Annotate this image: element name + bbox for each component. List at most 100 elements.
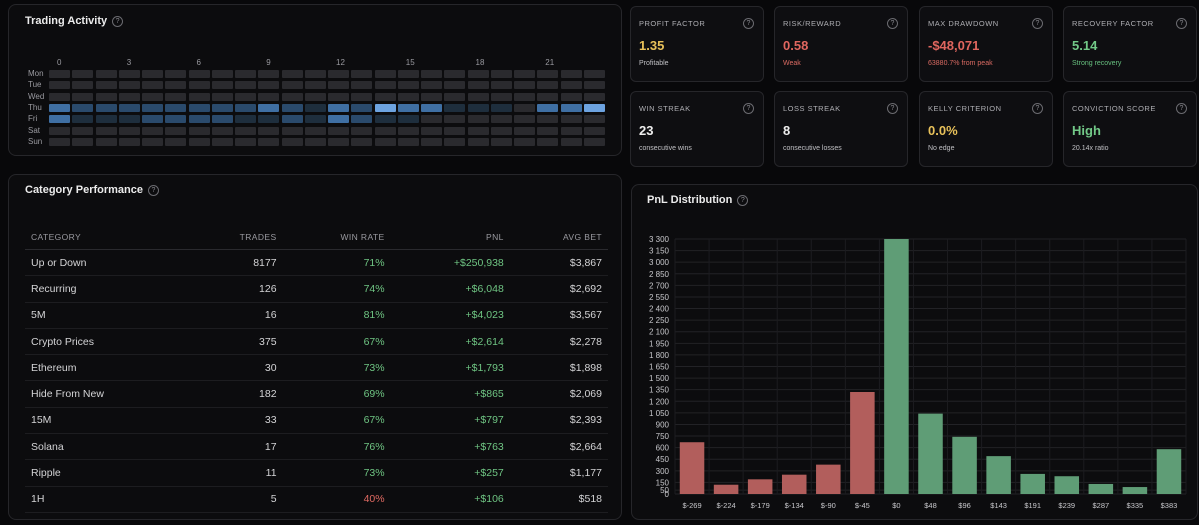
heatmap-cell[interactable] <box>467 103 489 112</box>
heatmap-cell[interactable] <box>583 103 605 112</box>
heatmap-cell[interactable] <box>421 126 442 135</box>
heatmap-cell[interactable] <box>490 103 512 112</box>
heatmap-cell[interactable] <box>421 103 442 112</box>
heatmap-cell[interactable] <box>328 81 349 90</box>
heatmap-cell[interactable] <box>374 137 396 146</box>
heatmap-cell[interactable] <box>72 137 94 146</box>
heatmap-cell[interactable] <box>258 126 280 135</box>
heatmap-cell[interactable] <box>258 92 280 101</box>
heatmap-cell[interactable] <box>165 70 187 78</box>
heatmap-cell[interactable] <box>560 137 582 146</box>
table-row[interactable]: Recurring 126 74% +$6,048 $2,692 <box>25 275 608 303</box>
heatmap-cell[interactable] <box>444 126 466 135</box>
heatmap-cell[interactable] <box>351 115 373 124</box>
heatmap-cell[interactable] <box>583 81 605 90</box>
heatmap-cell[interactable] <box>49 81 70 90</box>
heatmap-cell[interactable] <box>72 92 94 101</box>
heatmap-cell[interactable] <box>142 92 163 101</box>
heatmap-cell[interactable] <box>72 115 94 124</box>
heatmap-cell[interactable] <box>165 103 187 112</box>
heatmap-cell[interactable] <box>514 115 535 124</box>
help-icon[interactable]: ? <box>887 18 898 29</box>
heatmap-cell[interactable] <box>374 126 396 135</box>
heatmap-cell[interactable] <box>351 92 373 101</box>
heatmap-cell[interactable] <box>444 70 466 78</box>
heatmap-cell[interactable] <box>95 81 117 90</box>
heatmap-cell[interactable] <box>328 115 349 124</box>
heatmap-cell[interactable] <box>72 103 94 112</box>
heatmap-cell[interactable] <box>142 81 163 90</box>
heatmap-cell[interactable] <box>49 103 70 112</box>
heatmap-cell[interactable] <box>467 70 489 78</box>
heatmap-cell[interactable] <box>560 81 582 90</box>
heatmap-cell[interactable] <box>235 81 256 90</box>
heatmap-cell[interactable] <box>490 137 512 146</box>
heatmap-cell[interactable] <box>397 115 419 124</box>
help-icon[interactable]: ? <box>112 15 124 27</box>
heatmap-cell[interactable] <box>514 92 535 101</box>
heatmap-cell[interactable] <box>374 70 396 78</box>
heatmap-cell[interactable] <box>583 137 605 146</box>
heatmap-cell[interactable] <box>467 137 489 146</box>
heatmap-cell[interactable] <box>583 115 605 124</box>
heatmap-cell[interactable] <box>258 115 280 124</box>
heatmap-cell[interactable] <box>95 92 117 101</box>
bar[interactable] <box>884 239 909 494</box>
heatmap-cell[interactable] <box>421 81 442 90</box>
heatmap-cell[interactable] <box>374 115 396 124</box>
heatmap-cell[interactable] <box>537 126 559 135</box>
heatmap-cell[interactable] <box>118 70 140 78</box>
heatmap-cell[interactable] <box>142 137 163 146</box>
bar[interactable] <box>1020 473 1045 494</box>
heatmap-cell[interactable] <box>95 137 117 146</box>
heatmap-cell[interactable] <box>118 115 140 124</box>
help-icon[interactable]: ? <box>887 103 898 114</box>
heatmap-cell[interactable] <box>211 115 233 124</box>
heatmap-cell[interactable] <box>444 115 466 124</box>
heatmap-cell[interactable] <box>351 70 373 78</box>
table-row[interactable]: Up or Down 8177 71% +$250,938 $3,867 <box>25 249 608 277</box>
heatmap-cell[interactable] <box>72 81 94 90</box>
col-category[interactable]: CATEGORY <box>25 225 189 250</box>
heatmap-cell[interactable] <box>351 137 373 146</box>
help-icon[interactable]: ? <box>1176 18 1187 29</box>
heatmap-cell[interactable] <box>490 70 512 78</box>
heatmap-cell[interactable] <box>467 126 489 135</box>
bar[interactable] <box>1156 449 1182 494</box>
table-row[interactable]: Hide From New 182 69% +$865 $2,069 <box>25 380 608 408</box>
bar[interactable] <box>1054 476 1080 494</box>
heatmap-cell[interactable] <box>281 137 303 146</box>
heatmap-cell[interactable] <box>397 70 419 78</box>
help-icon[interactable]: ? <box>743 103 754 114</box>
heatmap-cell[interactable] <box>583 126 605 135</box>
heatmap-cell[interactable] <box>467 115 489 124</box>
heatmap-cell[interactable] <box>304 137 326 146</box>
heatmap-cell[interactable] <box>95 70 117 78</box>
table-row[interactable]: 15M 33 67% +$797 $2,393 <box>25 407 608 435</box>
help-icon[interactable]: ? <box>148 184 159 196</box>
help-icon[interactable]: ? <box>743 18 754 29</box>
help-icon[interactable]: ? <box>1032 103 1043 114</box>
heatmap-cell[interactable] <box>72 70 94 78</box>
heatmap-cell[interactable] <box>281 103 303 112</box>
heatmap-cell[interactable] <box>328 70 349 78</box>
heatmap-cell[interactable] <box>560 70 582 78</box>
heatmap-cell[interactable] <box>397 81 419 90</box>
heatmap-cell[interactable] <box>95 126 117 135</box>
heatmap-cell[interactable] <box>421 92 442 101</box>
bar[interactable] <box>850 392 875 494</box>
heatmap-cell[interactable] <box>514 70 535 78</box>
col-win-rate[interactable]: WIN RATE <box>282 225 391 250</box>
heatmap-cell[interactable] <box>583 70 605 78</box>
heatmap-cell[interactable] <box>304 103 326 112</box>
heatmap-cell[interactable] <box>351 126 373 135</box>
heatmap-cell[interactable] <box>560 103 582 112</box>
help-icon[interactable]: ? <box>737 194 749 206</box>
heatmap-cell[interactable] <box>351 103 373 112</box>
heatmap-cell[interactable] <box>560 126 582 135</box>
heatmap-cell[interactable] <box>142 115 163 124</box>
heatmap-cell[interactable] <box>188 70 210 78</box>
heatmap-cell[interactable] <box>95 103 117 112</box>
heatmap-cell[interactable] <box>188 115 210 124</box>
heatmap-cell[interactable] <box>211 70 233 78</box>
